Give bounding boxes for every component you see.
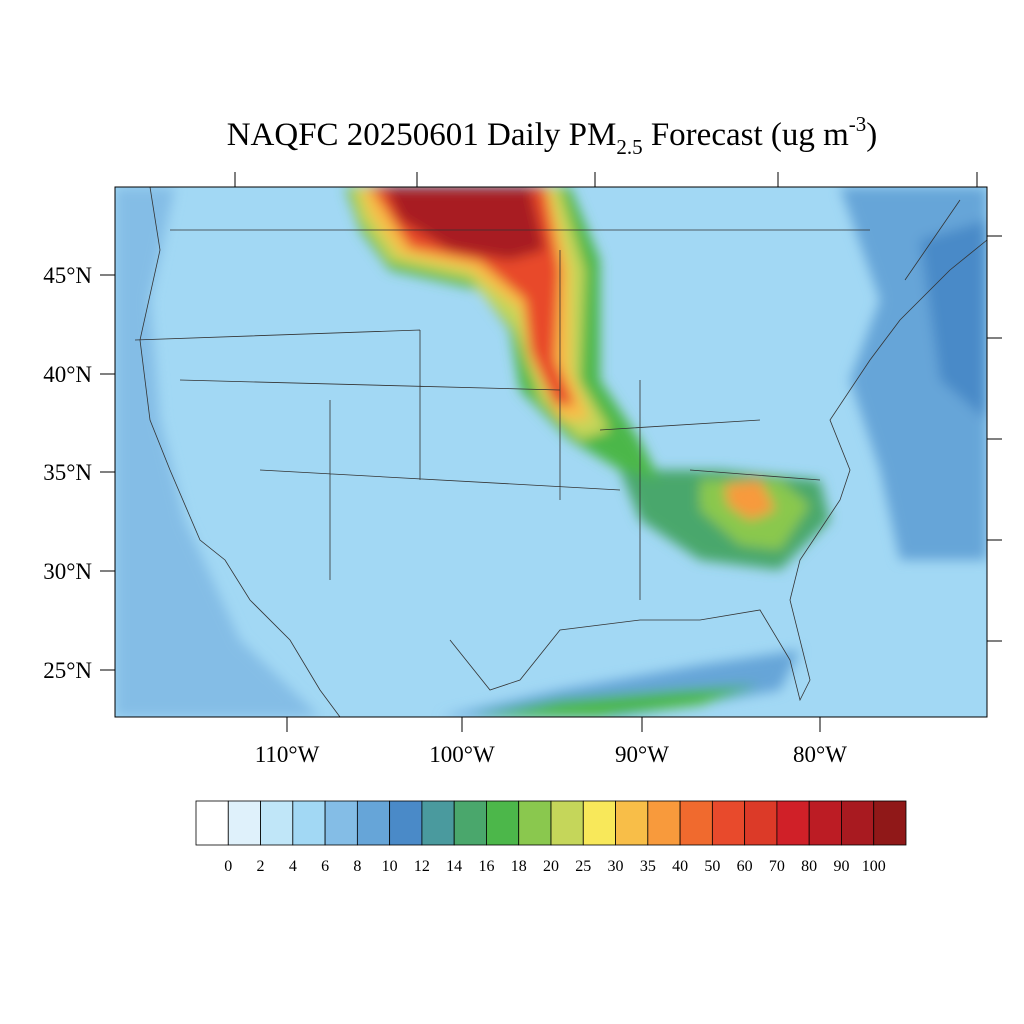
map-frame: [114, 186, 988, 718]
colorbar-box: [195, 800, 229, 846]
colorbar-box: [776, 800, 810, 846]
title-middle: Forecast (ug m: [643, 117, 850, 153]
longitude-label: 110°W: [255, 742, 320, 767]
colorbar-box: [711, 800, 746, 846]
colorbar-label: 35: [640, 858, 656, 875]
longitude-labels: 110°W 100°W 90°W 80°W: [255, 742, 848, 767]
title-end: ): [866, 117, 877, 153]
latitude-label: 30°N: [43, 559, 92, 584]
longitude-label: 100°W: [429, 742, 495, 767]
latitude-label: 40°N: [43, 362, 92, 387]
map-title: NAQFC 20250601 Daily PM2.5 Forecast (ug …: [227, 112, 878, 159]
boundaries: [134, 187, 987, 717]
title-main: NAQFC 20250601 Daily PM: [227, 117, 617, 153]
colorbar-box: [582, 800, 616, 846]
colorbar-box: [679, 800, 713, 846]
colorbar-box: [292, 800, 326, 846]
colorbar-box: [615, 800, 649, 846]
latitude-labels: 45°N 40°N 35°N 30°N 25°N: [43, 263, 92, 683]
frame-ticks: [100, 172, 1002, 732]
colorbar-box: [744, 800, 778, 846]
colorbar: 0 2 4 6 8 10 12 14 16 18 20 25 30 35 40 50 60 70 80 90 100: [195, 800, 907, 875]
colorbar-box: [808, 800, 842, 846]
colorbar-box: [486, 800, 520, 846]
colorbar-box: [873, 800, 907, 846]
title-superscript: -3: [849, 112, 867, 136]
colorbar-label: 18: [511, 858, 527, 875]
colorbar-label: 30: [608, 858, 624, 875]
colorbar-label: 60: [737, 858, 753, 875]
colorbar-box: [841, 800, 875, 846]
longitude-label: 80°W: [793, 742, 847, 767]
colorbar-box: [421, 800, 455, 846]
colorbar-label: 90: [833, 858, 849, 875]
colorbar-label: 50: [704, 858, 720, 875]
colorbar-label: 6: [321, 858, 329, 875]
colorbar-box: [550, 800, 584, 846]
latitude-label: 45°N: [43, 263, 92, 288]
colorbar-box: [356, 800, 391, 846]
colorbar-box: [453, 800, 487, 846]
colorbar-label: 12: [414, 858, 430, 875]
colorbar-box: [324, 800, 358, 846]
colorbar-box: [227, 800, 261, 846]
colorbar-label: 10: [382, 858, 398, 875]
colorbar-box: [518, 800, 552, 846]
latitude-label: 25°N: [43, 658, 92, 683]
colorbar-label: 80: [801, 858, 817, 875]
colorbar-label: 16: [478, 858, 494, 875]
colorbar-box: [389, 800, 423, 846]
colorbar-label: 20: [543, 858, 559, 875]
colorbar-label: 14: [446, 858, 462, 875]
colorbar-label: 4: [289, 858, 297, 875]
title-subscript: 2.5: [616, 135, 642, 159]
pm-shading: [115, 187, 987, 717]
colorbar-label: 0: [224, 858, 232, 875]
latitude-label: 35°N: [43, 460, 92, 485]
colorbar-label: 2: [257, 858, 265, 875]
colorbar-label: 100: [862, 858, 886, 875]
colorbar-box: [647, 800, 681, 846]
colorbar-label: 25: [575, 858, 591, 875]
colorbar-label: 40: [672, 858, 688, 875]
map-field: [115, 187, 987, 717]
longitude-label: 90°W: [615, 742, 669, 767]
colorbar-label: 70: [769, 858, 785, 875]
colorbar-box: [260, 800, 294, 846]
colorbar-label: 8: [353, 858, 361, 875]
